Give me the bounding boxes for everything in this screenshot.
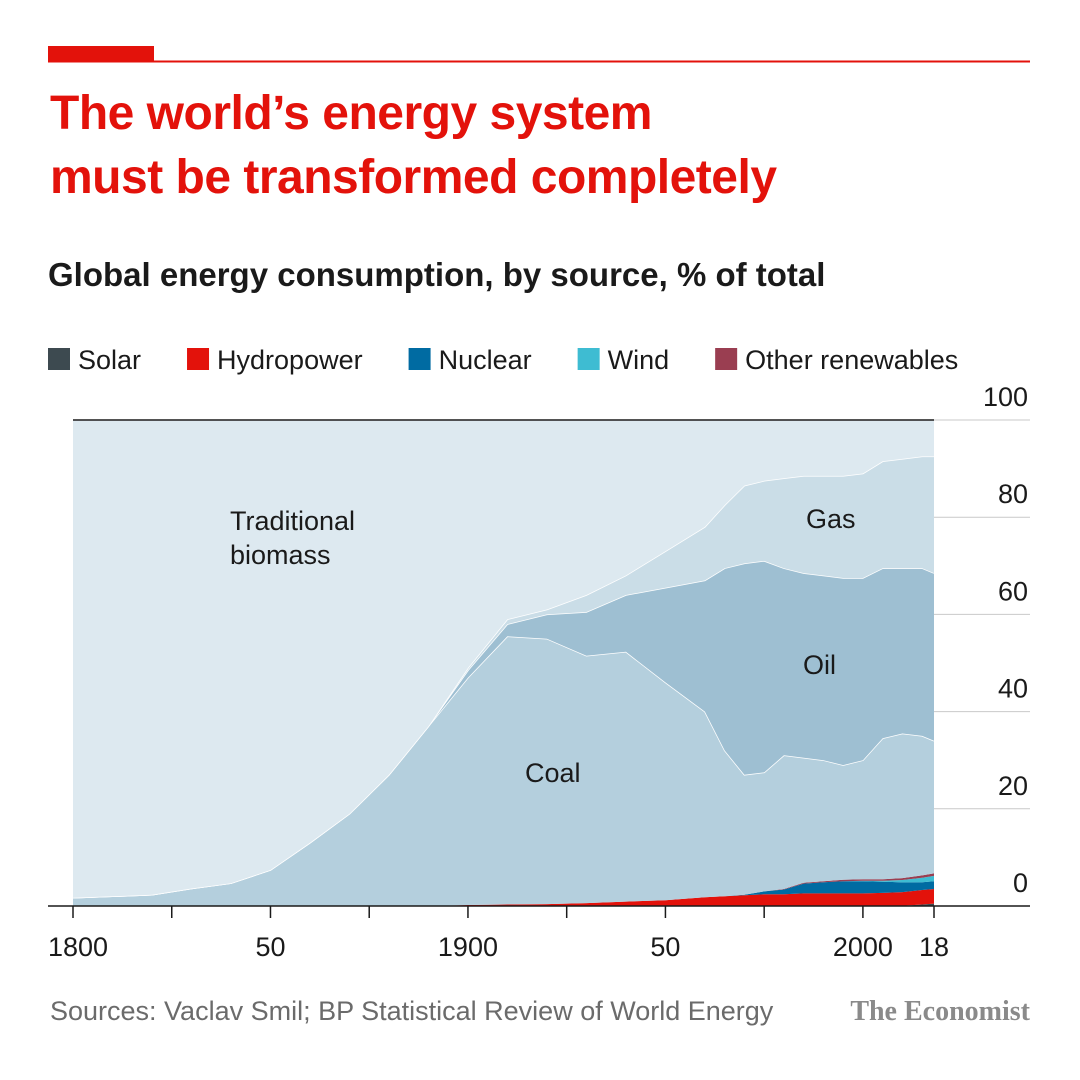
x-tick-label: 1800 — [48, 932, 108, 962]
axes: 0 20 40 60 80 100 1800 50 1900 50 2000 18 — [48, 382, 1030, 962]
legend-swatch — [48, 348, 70, 370]
x-tick-label: 2000 — [833, 932, 893, 962]
x-tick-label: 50 — [255, 932, 285, 962]
legend-swatch — [187, 348, 210, 370]
area — [73, 560, 934, 898]
area-label: Coal — [525, 758, 581, 788]
y-tick-label: 60 — [998, 576, 1028, 606]
y-tick-label: 80 — [998, 479, 1028, 509]
x-tick-label: 1900 — [438, 932, 498, 962]
area-label: Gas — [806, 504, 856, 534]
chart-title: The world’s energy system must be transf… — [50, 87, 777, 204]
area — [73, 889, 934, 906]
area-label: Oil — [803, 650, 836, 680]
y-tick-label: 100 — [983, 382, 1028, 412]
area — [73, 636, 934, 906]
y-tick-label: 40 — [998, 674, 1028, 704]
chart-subtitle: Global energy consumption, by source, % … — [48, 256, 826, 293]
brand: The Economist — [850, 996, 1030, 1027]
source-note: Sources: Vaclav Smil; BP Statistical Rev… — [50, 996, 774, 1026]
legend-label: Other renewables — [745, 345, 958, 375]
legend-swatch — [715, 348, 738, 370]
legend-label: Solar — [78, 345, 141, 375]
x-tick-label: 18 — [919, 932, 949, 962]
area — [73, 881, 934, 906]
accent-bar — [48, 46, 154, 62]
legend-swatch — [577, 348, 600, 370]
area — [73, 456, 934, 898]
y-tick-label: 0 — [1013, 868, 1028, 898]
legend-label: Nuclear — [439, 345, 532, 375]
legend-label: Hydropower — [217, 345, 363, 375]
area-label: Traditional biomass — [230, 506, 356, 570]
legend-swatch — [408, 348, 431, 370]
legend: Solar Hydropower Nuclear Wind Other renewabl… — [48, 345, 958, 375]
y-tick-label: 20 — [998, 771, 1028, 801]
area — [73, 420, 934, 898]
x-tick-label: 50 — [650, 932, 680, 962]
legend-label: Wind — [608, 345, 670, 375]
